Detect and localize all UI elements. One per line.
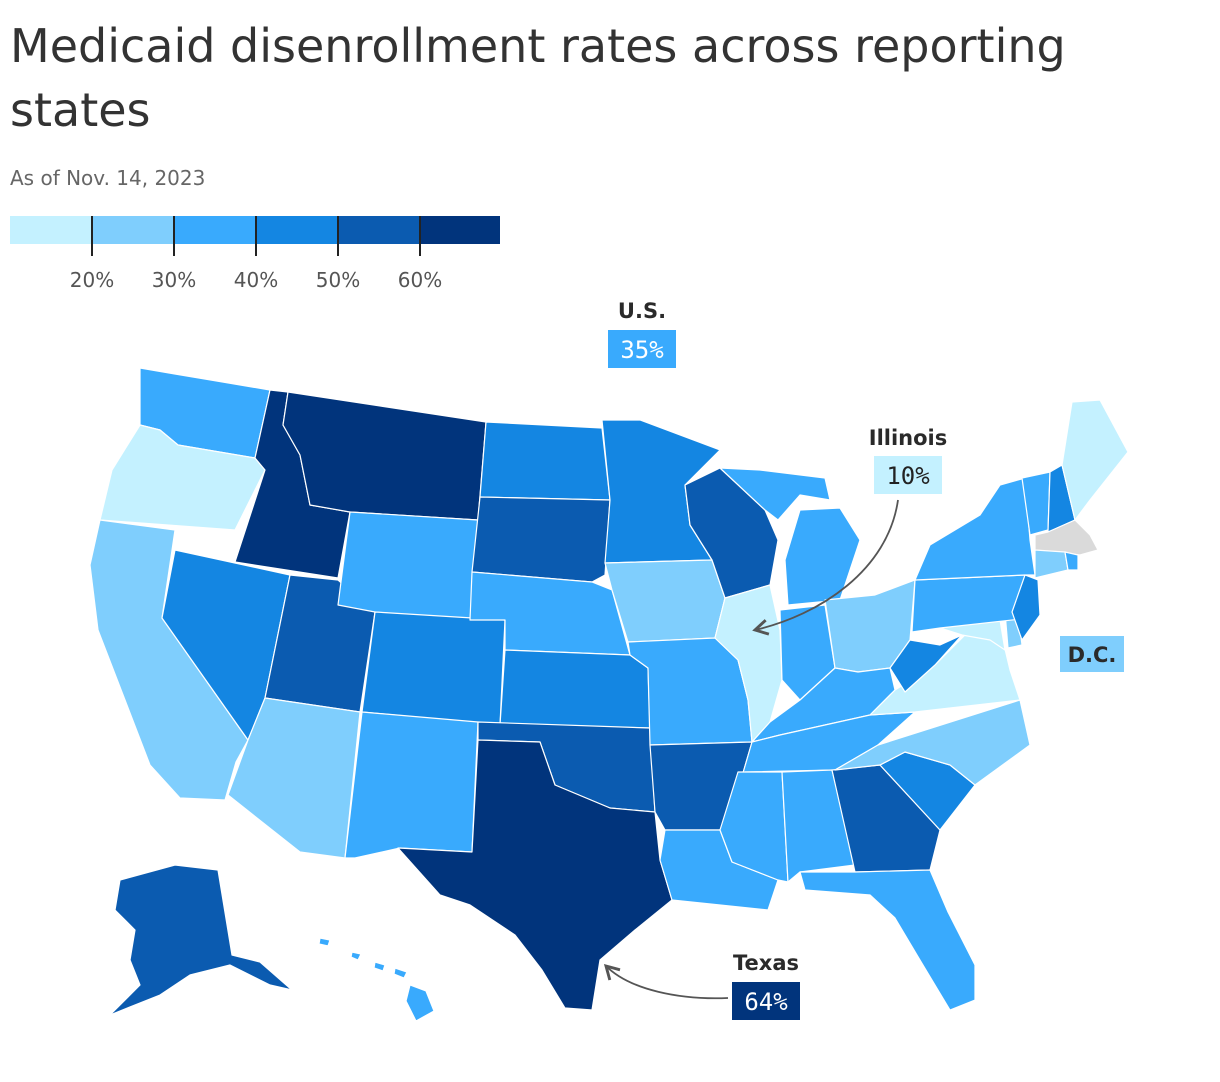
callout-us-value: 35%	[620, 336, 664, 364]
chart-title: Medicaid disenrollment rates across repo…	[10, 19, 1066, 137]
legend-tick	[337, 216, 339, 256]
legend-tick	[91, 216, 93, 256]
callout-us: U.S. 35%	[608, 299, 676, 368]
callout-dc: D.C.	[1060, 636, 1124, 672]
callout-texas-name: Texas	[733, 951, 799, 975]
callout-texas-value: 64%	[744, 988, 788, 1016]
state-ca[interactable]	[89, 519, 249, 801]
callout-illinois-value: 10%	[886, 462, 930, 490]
legend-tick-label: 50%	[315, 268, 361, 292]
state-nc[interactable]	[834, 699, 1031, 786]
state-ut[interactable]	[264, 574, 376, 713]
state-nj[interactable]	[1011, 574, 1041, 641]
state-me[interactable]	[1061, 399, 1129, 521]
legend-tick	[255, 216, 257, 256]
state-co[interactable]	[361, 611, 506, 726]
state-az[interactable]	[227, 697, 361, 859]
state-ks[interactable]	[499, 649, 651, 729]
legend-tick-label: 60%	[397, 268, 443, 292]
state-mt[interactable]	[282, 391, 487, 521]
state-ri[interactable]	[1064, 551, 1079, 571]
legend-swatch	[256, 216, 338, 244]
state-ak[interactable]	[109, 864, 293, 1016]
states-layer	[89, 367, 1129, 1022]
state-hi[interactable]	[318, 937, 435, 1022]
callout-illinois: Illinois 10%	[752, 426, 947, 636]
callout-us-box	[608, 330, 676, 368]
state-wy[interactable]	[337, 511, 479, 621]
color-legend: 20% 30% 40% 50% 60%	[10, 216, 500, 296]
legend-tick-label: 30%	[151, 268, 197, 292]
legend-tick-label: 40%	[233, 268, 279, 292]
legend-tick	[173, 216, 175, 256]
callout-illinois-box	[874, 456, 942, 494]
legend-tick-label: 20%	[69, 268, 115, 292]
chart-subtitle: As of Nov. 14, 2023	[10, 166, 206, 190]
callout-illinois-name: Illinois	[869, 426, 947, 450]
callout-texas-box	[732, 982, 800, 1020]
state-al[interactable]	[781, 769, 856, 883]
legend-swatch	[174, 216, 256, 244]
legend-swatch	[10, 216, 92, 244]
callout-texas-arrow	[603, 963, 729, 1000]
callout-dc-box	[1060, 636, 1124, 672]
legend-swatch	[420, 216, 500, 244]
state-sd[interactable]	[471, 496, 611, 583]
callout-illinois-arrow	[752, 499, 899, 636]
callout-us-name: U.S.	[618, 299, 666, 323]
state-tx[interactable]	[397, 739, 673, 1011]
state-ct[interactable]	[1034, 549, 1069, 579]
state-fl[interactable]	[799, 869, 976, 1011]
callout-dc-name: D.C.	[1068, 643, 1117, 667]
legend-swatch	[92, 216, 174, 244]
state-nd[interactable]	[479, 421, 611, 501]
state-nm[interactable]	[344, 711, 479, 859]
legend-swatch	[338, 216, 420, 244]
callout-texas: Texas 64%	[603, 951, 800, 1020]
legend-tick	[419, 216, 421, 256]
